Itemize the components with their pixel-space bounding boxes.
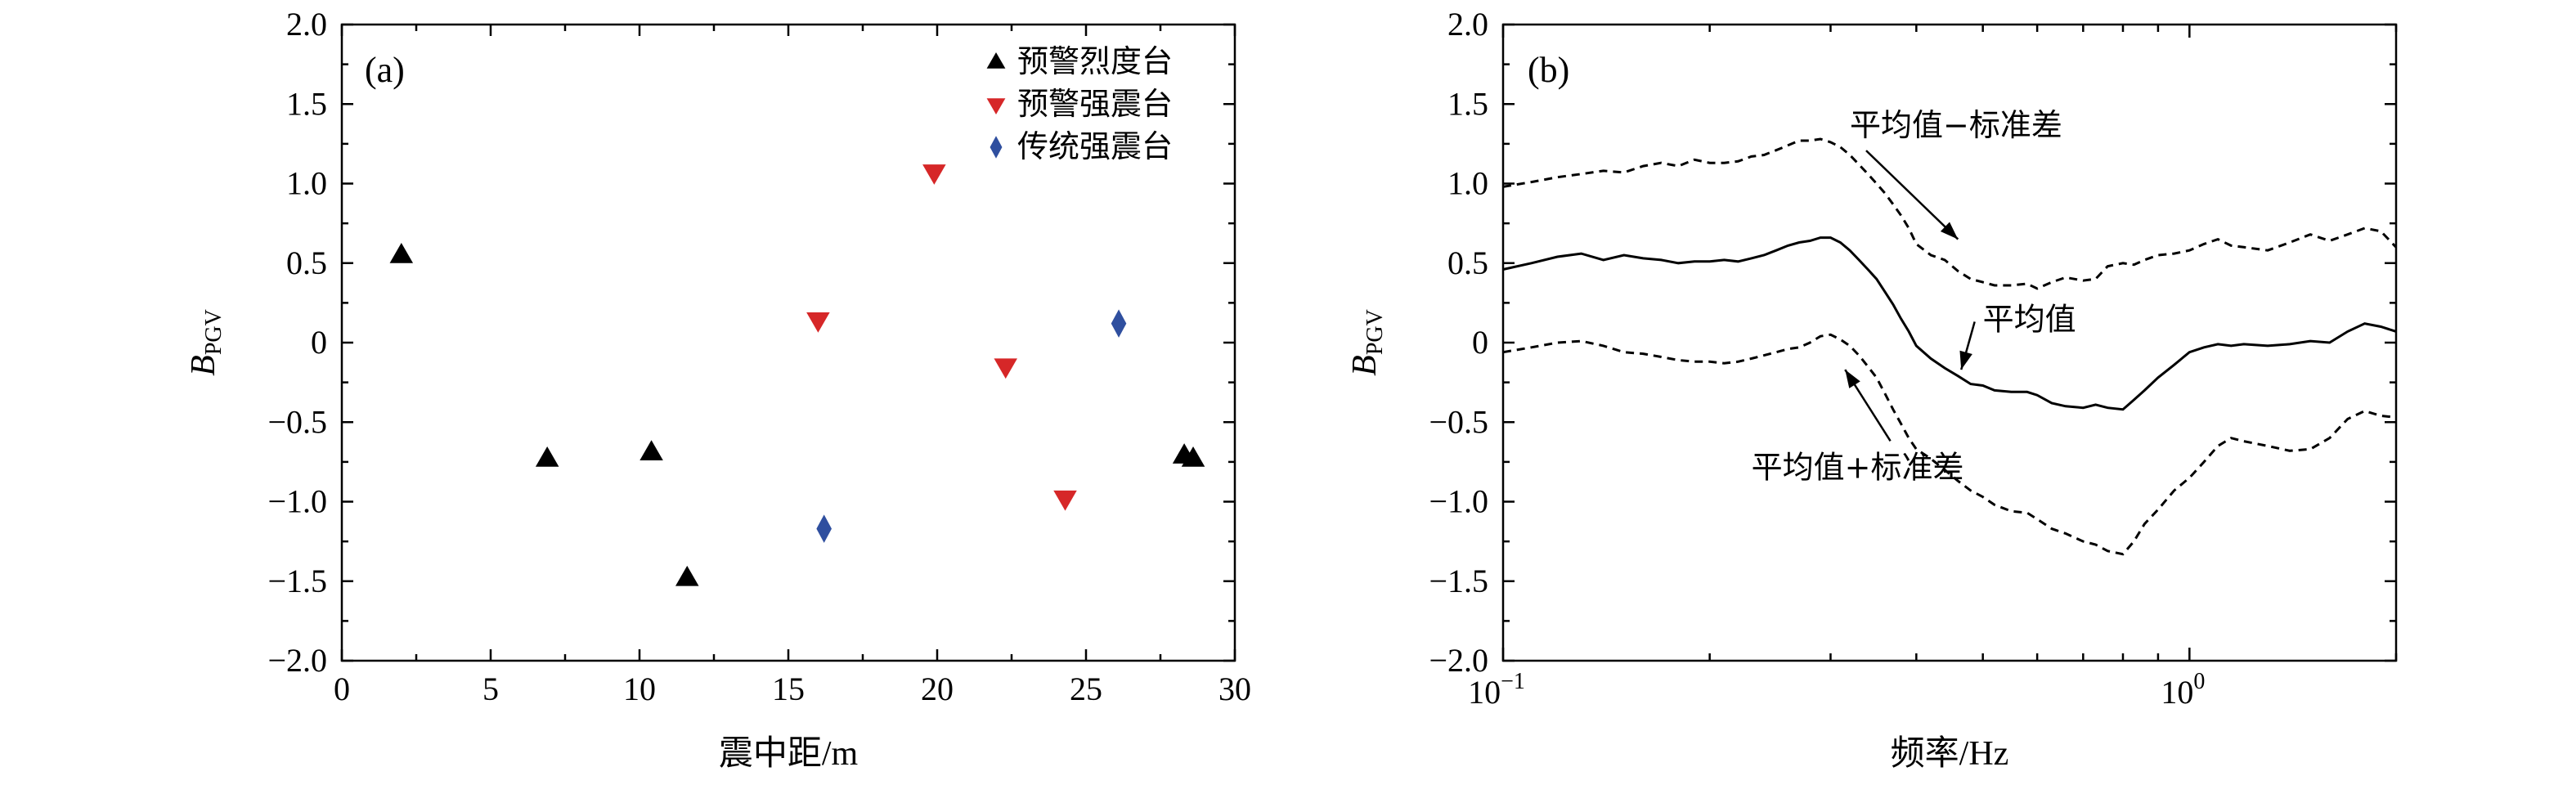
x-axis-title: 震中距/m xyxy=(719,735,859,773)
x-tick-label: 0 xyxy=(334,671,350,707)
panel-a-scatter-chart: 0 5 10 15 20 25 30 −2.0 −1.5 −1.0 −0.5 0 0.5 1.0 1.5 2.… xyxy=(185,6,1251,773)
y-axis-title: BPGV xyxy=(185,309,227,376)
x-tick-label: 100 xyxy=(2161,669,2205,711)
mean-plus-std-annotation-label: 平均值+标准差 xyxy=(1752,449,1964,485)
y-tick-label: −0.5 xyxy=(267,403,327,440)
y-tick-label: −1.5 xyxy=(1429,563,1488,599)
legend-label: 预警强震台 xyxy=(1017,86,1173,122)
legend-marker xyxy=(990,136,1003,159)
data-point xyxy=(675,565,699,586)
data-point xyxy=(816,514,832,543)
legend-label: 预警烈度台 xyxy=(1017,43,1173,79)
panel-label-b: (b) xyxy=(1528,50,1569,90)
y-tick-label: 1.5 xyxy=(1447,85,1488,122)
y-tick-label: −0.5 xyxy=(1429,403,1488,440)
y-tick-label: 0 xyxy=(1472,324,1488,361)
x-axis-title: 频率/Hz xyxy=(1891,734,2009,773)
mean-minus-std-annotation-arrow-head xyxy=(1940,222,1959,240)
series-triangle-down xyxy=(806,164,1077,511)
data-point xyxy=(1181,446,1205,467)
x-tick-label: 25 xyxy=(1070,671,1102,707)
x-tick-label: 20 xyxy=(921,671,954,707)
mean-minus-std-curve xyxy=(1502,137,2398,290)
x-tick-label-base: 10 xyxy=(1468,674,1501,711)
panel-label-a: (a) xyxy=(365,50,405,90)
data-point xyxy=(535,446,559,467)
y-axis-title: BPGV xyxy=(1346,309,1388,376)
y-tick-label: −1.5 xyxy=(267,563,327,599)
panel-b-line-chart: 10−1 100−2.0−1.5−1.0−0.500.51.01.52.0频率/H… xyxy=(1346,6,2398,773)
x-tick-label: 10−1 xyxy=(1468,669,1525,711)
mean-annotation-label: 平均值 xyxy=(1983,301,2076,337)
series-triangle-up xyxy=(389,243,1205,586)
data-point xyxy=(1053,490,1077,511)
data-point xyxy=(806,312,830,333)
x-tick-label-exp: 0 xyxy=(2193,669,2205,694)
y-tick-label: 0 xyxy=(311,324,327,361)
data-point xyxy=(994,358,1017,379)
data-point xyxy=(1111,309,1127,338)
x-tick-label: 5 xyxy=(482,671,499,707)
mean-minus-std-annotation-label: 平均值−标准差 xyxy=(1850,107,2062,143)
x-tick-label: 10 xyxy=(623,671,656,707)
y-axis-title-sub: PGV xyxy=(201,309,227,355)
y-axis-title-main: B xyxy=(185,355,222,376)
y-tick-label: 2.0 xyxy=(286,6,327,43)
x-tick-label: 15 xyxy=(772,671,805,707)
data-point xyxy=(640,440,663,460)
y-tick-label: 1.0 xyxy=(286,165,327,202)
y-tick-label: 2.0 xyxy=(1447,6,1488,43)
series-diamond xyxy=(816,309,1127,543)
mean-annotation-arrow-head xyxy=(1959,350,1972,370)
x-tick-label-exp: −1 xyxy=(1501,669,1525,694)
data-point xyxy=(389,243,414,263)
mean-curve xyxy=(1502,236,2397,411)
x-tick-label: 30 xyxy=(1218,671,1251,707)
y-tick-label: 0.5 xyxy=(286,244,327,281)
legend-label: 传统强震台 xyxy=(1017,128,1173,164)
mean-minus-std-annotation-arrow-shaft xyxy=(1865,150,1959,240)
legend-marker xyxy=(986,52,1006,69)
legend-marker xyxy=(986,98,1006,114)
y-axis-title-main: B xyxy=(1346,355,1384,376)
y-tick-label: 1.0 xyxy=(1447,165,1488,202)
y-axis-title-sub: PGV xyxy=(1362,309,1388,355)
data-point xyxy=(922,164,946,185)
y-tick-label: −1.0 xyxy=(267,483,327,520)
y-tick-label: 0.5 xyxy=(1447,244,1488,281)
y-tick-label: −2.0 xyxy=(267,642,327,679)
y-tick-label: −1.0 xyxy=(1429,483,1488,520)
x-tick-label-base: 10 xyxy=(2161,674,2193,711)
mean-plus-std-curve xyxy=(1502,333,2397,556)
y-tick-label: −2.0 xyxy=(1429,642,1488,679)
mean-plus-std-annotation-arrow-head xyxy=(1845,370,1860,388)
y-tick-label: 1.5 xyxy=(286,85,327,122)
